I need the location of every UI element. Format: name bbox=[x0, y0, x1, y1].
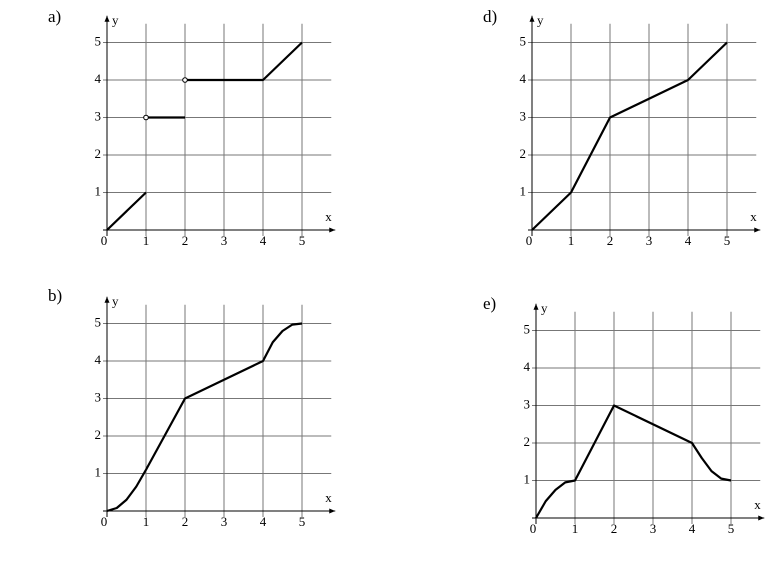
x-axis-label: x bbox=[325, 490, 332, 505]
x-tick-label: 3 bbox=[650, 521, 657, 536]
x-arrow bbox=[758, 515, 765, 521]
x-arrow bbox=[754, 227, 761, 233]
y-axis-label: y bbox=[541, 301, 548, 316]
x-tick-label: 5 bbox=[299, 514, 306, 529]
y-tick-label: 3 bbox=[95, 108, 102, 123]
x-tick-label: 2 bbox=[607, 233, 614, 248]
y-tick-label: 1 bbox=[95, 464, 102, 479]
y-arrow bbox=[104, 296, 110, 303]
y-tick-label: 3 bbox=[524, 396, 531, 411]
y-tick-label: 2 bbox=[95, 427, 102, 442]
y-tick-label: 1 bbox=[95, 183, 102, 198]
x-tick-label: 0 bbox=[101, 233, 108, 248]
x-tick-label: 2 bbox=[611, 521, 618, 536]
y-tick-label: 4 bbox=[524, 359, 531, 374]
x-tick-label: 0 bbox=[530, 521, 537, 536]
x-tick-label: 5 bbox=[728, 521, 735, 536]
open-point bbox=[182, 77, 188, 83]
open-point bbox=[143, 114, 149, 121]
x-tick-label: 1 bbox=[572, 521, 579, 536]
x-tick-label: 3 bbox=[221, 514, 228, 529]
data-line bbox=[106, 41, 303, 231]
x-axis-label: x bbox=[325, 209, 332, 224]
y-tick-label: 1 bbox=[520, 183, 527, 198]
y-tick-label: 1 bbox=[524, 471, 531, 486]
y-tick-label: 5 bbox=[520, 33, 527, 48]
y-axis-label: y bbox=[112, 13, 119, 28]
y-tick-label: 4 bbox=[520, 71, 527, 86]
x-tick-label: 4 bbox=[685, 233, 692, 248]
y-tick-label: 5 bbox=[95, 33, 102, 48]
x-tick-label: 4 bbox=[689, 521, 696, 536]
panel-label: e) bbox=[483, 294, 496, 313]
y-tick-label: 3 bbox=[95, 389, 102, 404]
x-tick-label: 3 bbox=[221, 233, 228, 248]
y-arrow bbox=[533, 303, 539, 310]
y-tick-label: 5 bbox=[95, 314, 102, 329]
x-tick-label: 1 bbox=[143, 233, 150, 248]
y-arrow bbox=[104, 15, 110, 22]
x-tick-label: 5 bbox=[299, 233, 306, 248]
x-tick-label: 4 bbox=[260, 233, 267, 248]
x-arrow bbox=[329, 508, 336, 514]
y-arrow bbox=[529, 15, 535, 22]
data-line bbox=[531, 41, 728, 231]
x-tick-label: 4 bbox=[260, 514, 267, 529]
y-tick-label: 2 bbox=[524, 434, 531, 449]
x-tick-label: 5 bbox=[724, 233, 731, 248]
x-tick-label: 0 bbox=[526, 233, 533, 248]
x-tick-label: 2 bbox=[182, 233, 189, 248]
data-line bbox=[106, 322, 303, 513]
x-tick-label: 0 bbox=[101, 514, 108, 529]
x-axis-label: x bbox=[750, 209, 757, 224]
x-arrow bbox=[329, 227, 336, 233]
x-tick-label: 1 bbox=[568, 233, 575, 248]
panel-label: a) bbox=[48, 7, 61, 26]
y-tick-label: 4 bbox=[95, 352, 102, 367]
x-tick-label: 1 bbox=[143, 514, 150, 529]
x-tick-label: 3 bbox=[646, 233, 653, 248]
y-axis-label: y bbox=[112, 294, 119, 309]
panel-label: b) bbox=[48, 286, 62, 305]
y-tick-label: 2 bbox=[520, 146, 527, 161]
x-axis-label: x bbox=[754, 497, 761, 512]
panel-label: d) bbox=[483, 7, 497, 26]
y-tick-label: 2 bbox=[95, 146, 102, 161]
y-axis-label: y bbox=[537, 13, 544, 28]
y-tick-label: 5 bbox=[524, 321, 531, 336]
y-tick-label: 4 bbox=[95, 71, 102, 86]
y-tick-label: 3 bbox=[520, 108, 527, 123]
data-line bbox=[535, 404, 732, 519]
x-tick-label: 2 bbox=[182, 514, 189, 529]
